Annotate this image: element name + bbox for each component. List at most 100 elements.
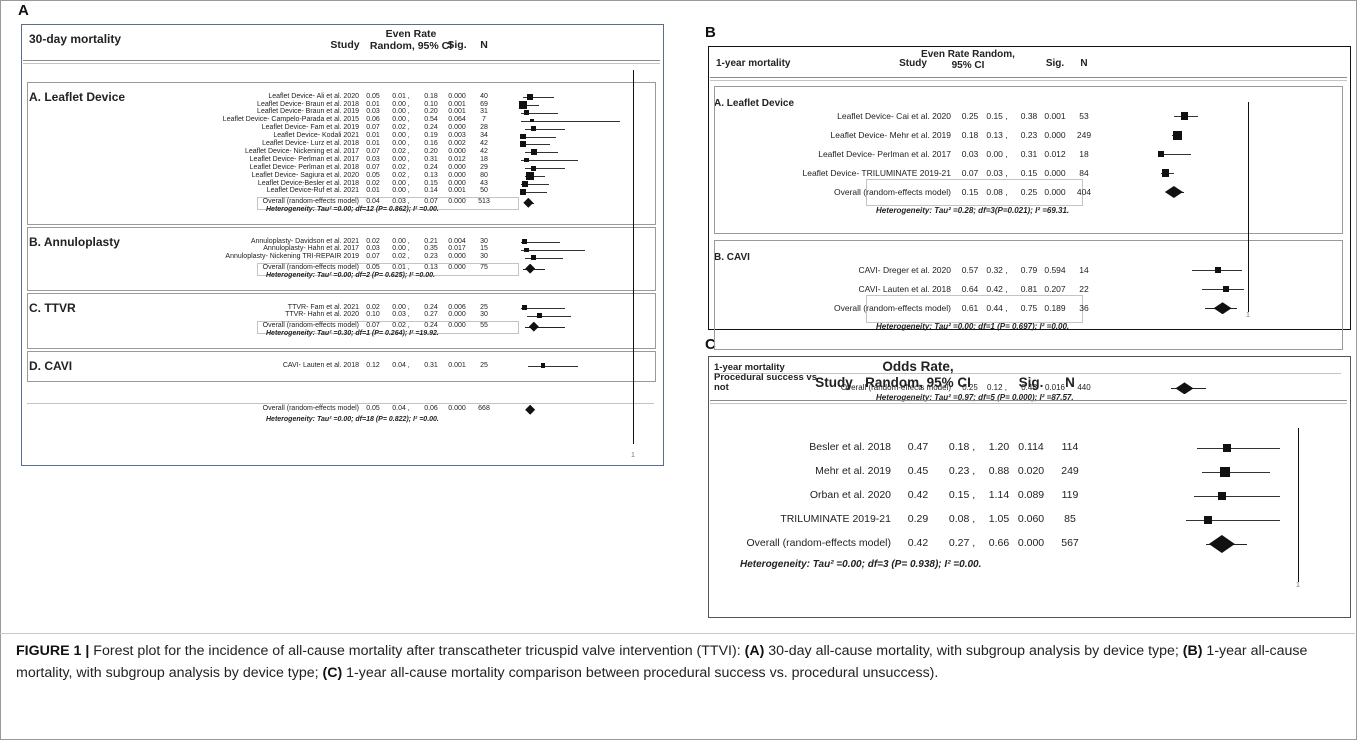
heterogeneity-text: Heterogeneity: Tau² =0.00; df=12 (P= 0.8…	[266, 206, 439, 214]
panel-title: 30-day mortality	[29, 32, 122, 46]
forest-plot-panel-c: 1-year mortality Procedural success vs not…	[708, 356, 1351, 618]
significance-value: 0.064	[448, 116, 466, 124]
subgroup-title: D. CAVI	[29, 358, 73, 373]
ci-whisker	[521, 120, 620, 122]
estimate-value: 0.61	[961, 302, 979, 313]
estimate-value: 0.03	[366, 155, 380, 163]
ci-whisker	[524, 176, 545, 177]
ci-lower-value: 0.15 ,	[948, 489, 976, 502]
caption-panel-ref: (B)	[1182, 643, 1203, 659]
ci-lower-value: 0.42 ,	[986, 283, 1008, 294]
ci-upper-value: 0.20	[424, 147, 438, 155]
study-label: CAVI- Lauten et al. 2018	[282, 361, 359, 369]
point-estimate-box	[519, 188, 527, 196]
panel-title: 1-year mortality	[714, 362, 785, 373]
ci-lower-value: 0.04 ,	[392, 405, 410, 413]
point-estimate-box	[519, 141, 526, 148]
ci-upper-value: 0.13	[424, 264, 438, 272]
subgroup-title: B. CAVI	[714, 252, 750, 264]
subgroup-box	[27, 226, 656, 291]
significance-value: 0.004	[448, 237, 466, 245]
column-header-sig: Sig.	[1018, 375, 1044, 390]
significance-value: 0.000	[1044, 167, 1066, 178]
ci-upper-value: 0.23	[424, 253, 438, 261]
estimate-value: 0.45	[907, 465, 929, 478]
ci-upper-value: 0.24	[424, 163, 438, 171]
study-label: Leaflet Device- Fam et al. 2019	[261, 124, 359, 132]
ci-whisker	[521, 160, 578, 162]
n-value: 31	[480, 108, 488, 116]
significance-value: 0.000	[448, 264, 466, 272]
n-value: 30	[480, 253, 488, 261]
point-estimate-box	[520, 133, 526, 140]
ci-upper-value: 0.88	[988, 465, 1010, 478]
ci-upper-value: 0.18	[424, 92, 438, 100]
ci-upper-value: 0.35	[424, 245, 438, 253]
n-value: 80	[480, 171, 488, 179]
ci-upper-value: 0.31	[1020, 148, 1038, 159]
significance-value: 0.594	[1044, 264, 1066, 275]
overall-diamond	[525, 404, 536, 415]
n-value: 14	[1079, 264, 1089, 275]
overall-diamond	[528, 321, 539, 332]
point-estimate-box	[530, 149, 537, 156]
point-estimate-box	[530, 118, 534, 123]
column-header-study: Study	[899, 58, 927, 69]
estimate-value: 0.03	[366, 245, 380, 253]
overall-label: Overall (random-effects model)	[840, 383, 951, 393]
significance-value: 0.000	[448, 253, 466, 261]
panel-label-b: B	[705, 24, 716, 41]
panel-title: Procedural success vs	[714, 372, 817, 383]
ci-whisker	[1196, 448, 1280, 449]
n-value: 15	[480, 245, 488, 253]
point-estimate-box	[1222, 285, 1229, 293]
overall-diamond	[1175, 382, 1194, 395]
figure-caption: FIGURE 1 | Forest plot for the incidence…	[16, 640, 1336, 684]
study-label: Mehr et al. 2019	[815, 465, 891, 478]
ci-upper-value: 0.15	[1020, 167, 1038, 178]
estimate-value: 0.07	[366, 253, 380, 261]
point-estimate-box	[527, 94, 534, 100]
n-value: 119	[1061, 489, 1079, 502]
total-heterogeneity-text: Heterogeneity: Tau² =0.00; df=18 (P= 0.8…	[266, 415, 439, 423]
column-header-n: N	[480, 39, 488, 51]
total-divider	[27, 403, 654, 405]
point-estimate-box	[522, 239, 528, 245]
ci-whisker	[1202, 472, 1270, 473]
panel-outer-border	[708, 356, 1351, 618]
significance-value: 0.001	[448, 187, 466, 195]
ci-upper-value: 0.24	[424, 124, 438, 132]
axis-tick-label: 1	[1246, 312, 1250, 319]
ci-upper-value: 1.20	[988, 441, 1010, 454]
column-header-n: N	[1080, 58, 1088, 69]
study-label: Leaflet Device- Perlman et al. 2017	[249, 155, 359, 163]
estimate-value: 0.57	[961, 264, 979, 275]
ci-upper-value: 0.25	[1020, 186, 1038, 197]
estimate-value: 0.02	[366, 303, 380, 311]
point-estimate-box	[531, 126, 537, 132]
significance-value: 0.000	[448, 179, 466, 187]
heterogeneity-text: Heterogeneity: Tau² =0.00; df=1 (P= 0.69…	[876, 322, 1070, 332]
overall-label: Overall (random-effects model)	[262, 322, 359, 330]
caption-prefix: FIGURE 1 |	[16, 643, 90, 659]
n-value: 114	[1061, 441, 1079, 454]
caption-text: 30-day all-cause mortality, with subgrou…	[764, 643, 1183, 659]
ci-lower-value: 0.02 ,	[392, 253, 410, 261]
estimate-value: 0.07	[366, 322, 380, 330]
estimate-value: 0.05	[366, 264, 380, 272]
ci-whisker	[521, 307, 565, 309]
point-estimate-box	[531, 255, 537, 261]
point-estimate-box	[1222, 443, 1232, 453]
estimate-value: 0.02	[366, 179, 380, 187]
ci-upper-value: 0.45	[1021, 383, 1037, 393]
significance-value: 0.089	[1017, 489, 1045, 502]
point-estimate-box	[524, 158, 529, 163]
column-header-n: N	[1065, 375, 1075, 390]
estimate-value: 0.10	[366, 311, 380, 319]
point-estimate-box	[536, 313, 542, 319]
study-label: Annuloplasty- Hahn et al. 2017	[263, 245, 359, 253]
significance-value: 0.000	[1017, 537, 1045, 550]
study-label: Leaflet Device- Kodali 2021	[273, 132, 359, 140]
study-label: TTVR- Fam et al. 2021	[287, 303, 359, 311]
ci-whisker	[526, 315, 571, 317]
